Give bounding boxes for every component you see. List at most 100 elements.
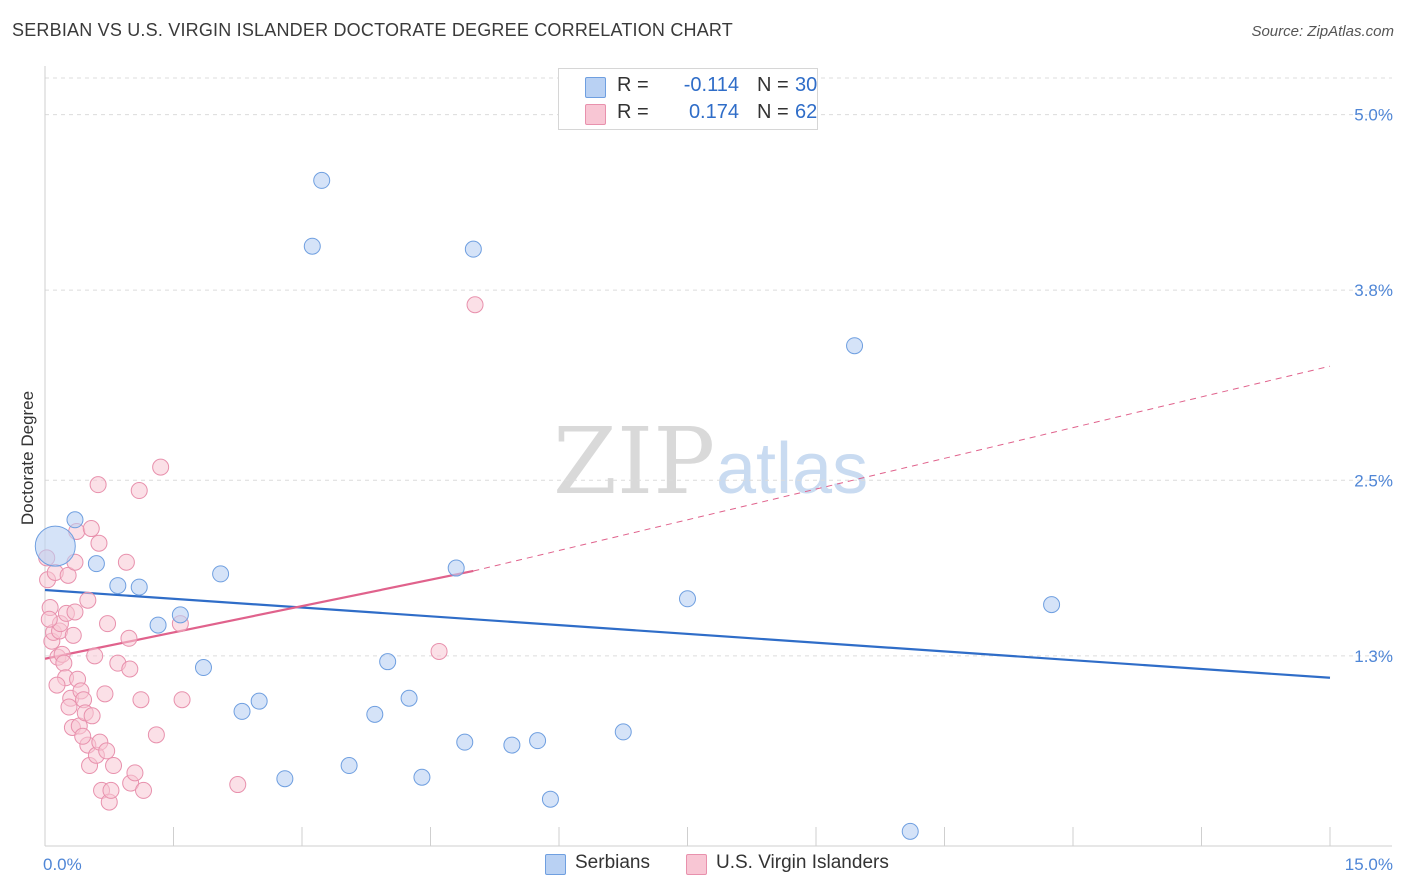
series-us-virgin-islanders — [38, 296, 484, 811]
virgin-islanders-point — [135, 781, 153, 799]
serbians-point — [464, 240, 482, 258]
legend-label: U.S. Virgin Islanders — [716, 852, 889, 873]
virgin-islanders-point — [120, 629, 138, 647]
serbians-point — [130, 578, 148, 596]
virgin-islanders-swatch — [585, 104, 606, 125]
serbians-point — [149, 616, 167, 634]
virgin-islanders-point — [130, 482, 148, 500]
virgin-islanders-point — [102, 781, 120, 799]
virgin-islanders-point — [74, 727, 92, 745]
virgin-islanders-point — [40, 610, 58, 628]
virgin-islanders-point — [147, 726, 165, 744]
n-value: 30 — [795, 74, 818, 96]
serbians-point — [212, 565, 230, 583]
watermark-atlas: atlas — [716, 429, 868, 509]
r-value: -0.114 — [683, 74, 739, 96]
serbians-point — [194, 659, 212, 677]
virgin-islanders-point — [229, 776, 247, 794]
virgin-islanders-point — [90, 534, 108, 552]
virgin-islanders-point — [79, 591, 97, 609]
serbians-point — [901, 822, 919, 840]
serbians-point — [66, 511, 84, 529]
virgin-islanders-point — [86, 647, 104, 665]
y-axis-tick-labels: 1.3% 2.5% 3.8% 5.0% — [1354, 106, 1393, 666]
serbians-point — [413, 768, 431, 786]
virgin-islanders-point — [83, 707, 101, 725]
virgin-islanders-point — [126, 764, 144, 782]
serbians-trendline — [44, 588, 1331, 679]
r-label: R = — [617, 101, 649, 123]
serbians-point — [846, 337, 864, 355]
serbians-swatch — [585, 77, 606, 98]
n-label: N = — [757, 101, 789, 123]
virgin-islanders-point — [60, 698, 78, 716]
virgin-islanders-point — [152, 458, 170, 476]
virgin-islanders-point — [89, 476, 107, 494]
serbians-point — [541, 790, 559, 808]
x-axis-tick-labels: 0.0% 15.0% — [43, 855, 1393, 874]
serbians-point — [503, 736, 521, 754]
r-label: R = — [617, 74, 649, 96]
virgin-islanders-point — [117, 553, 135, 571]
serbians-point — [303, 237, 321, 255]
virgin-islanders-point — [173, 691, 191, 709]
y-tick-label: 5.0% — [1354, 106, 1393, 125]
serbians-point — [171, 606, 189, 624]
virgin-islanders-point — [98, 742, 116, 760]
watermark: ZIP atlas — [553, 408, 868, 515]
axes — [44, 66, 1392, 847]
r-value: 0.174 — [688, 101, 739, 123]
serbians-point — [340, 757, 358, 775]
virgin-islanders-point — [96, 685, 114, 703]
series-serbians — [34, 171, 1061, 840]
serbians-point — [614, 723, 632, 741]
serbians-point — [250, 692, 268, 710]
serbians-point — [366, 705, 384, 723]
serbians-point — [109, 577, 127, 595]
y-axis-label: Doctorate Degree — [18, 391, 37, 525]
virgin-islanders-point — [132, 691, 150, 709]
serbians-point — [1043, 596, 1061, 614]
trendlines — [44, 365, 1331, 679]
virgin-islanders-point — [99, 615, 117, 633]
virgin-islanders-point — [48, 676, 66, 694]
gridlines — [45, 77, 1392, 657]
virgin-islanders-point — [66, 603, 84, 621]
serbians-point — [379, 653, 397, 671]
virgin-islanders-point — [55, 654, 73, 672]
virgin-islanders-point — [430, 642, 448, 660]
virgin-islanders-trendline — [44, 569, 474, 660]
serbians-point — [276, 770, 294, 788]
source-credit: Source: ZipAtlas.com — [1251, 23, 1394, 40]
y-tick-label: 1.3% — [1354, 647, 1393, 666]
chart-title: SERBIAN VS U.S. VIRGIN ISLANDER DOCTORAT… — [12, 20, 733, 40]
serbians-point — [87, 555, 105, 573]
virgin-islanders-trendline-extension — [473, 365, 1331, 572]
y-tick-label: 3.8% — [1354, 281, 1393, 300]
serbians-point — [400, 689, 418, 707]
correlation-legend: R = -0.114 N = 30 R = 0.174 N = 62 — [558, 68, 818, 130]
serbians-point — [529, 732, 547, 750]
x-tick-label: 15.0% — [1345, 855, 1393, 874]
serbians-swatch — [545, 854, 566, 875]
serbians-point — [456, 733, 474, 751]
serbians-point — [313, 171, 331, 189]
x-tick-label: 0.0% — [43, 855, 82, 874]
virgin-islanders-point — [59, 566, 77, 584]
serbians-point — [34, 525, 76, 567]
series-legend: Serbians U.S. Virgin Islanders — [0, 852, 1406, 878]
virgin-islanders-point — [121, 660, 139, 678]
legend-label: Serbians — [575, 852, 650, 873]
serbians-point — [233, 702, 251, 720]
watermark-zip: ZIP — [553, 408, 715, 515]
virgin-islanders-point — [82, 520, 100, 538]
virgin-islanders-point — [466, 296, 484, 314]
serbians-point — [447, 559, 465, 577]
virgin-islanders-point — [64, 626, 82, 644]
serbians-point — [679, 590, 696, 608]
virgin-islanders-point — [105, 757, 123, 775]
y-tick-label: 2.5% — [1354, 471, 1393, 490]
n-label: N = — [757, 74, 789, 96]
n-value: 62 — [795, 101, 818, 123]
